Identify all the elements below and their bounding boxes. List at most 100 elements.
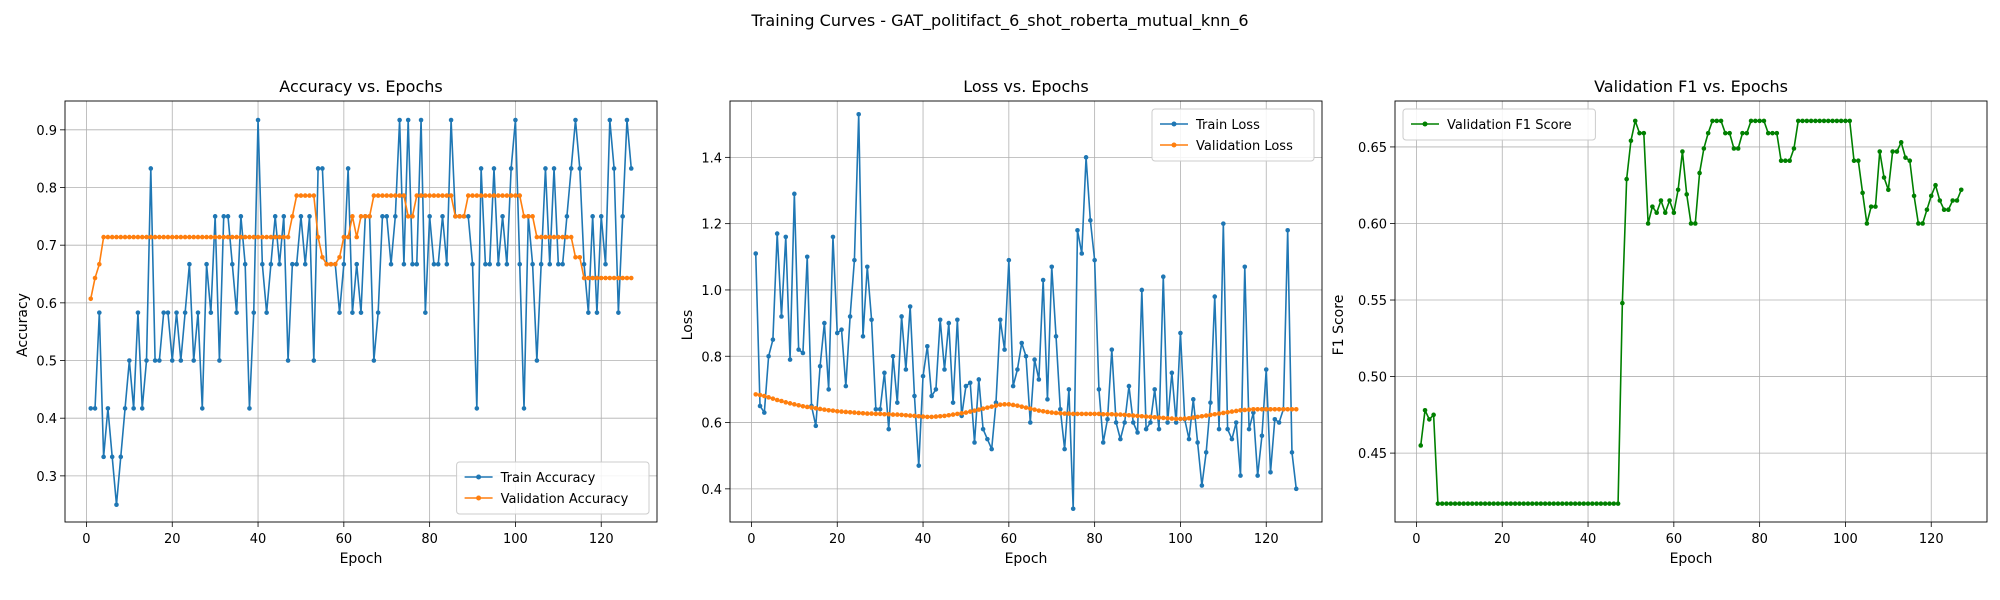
train-accuracy-point bbox=[187, 261, 192, 267]
train-accuracy-point bbox=[242, 261, 248, 267]
train-loss-legend-marker bbox=[1171, 121, 1177, 127]
train-accuracy-point bbox=[354, 261, 360, 267]
accuracy-x-tick-label: 20 bbox=[164, 532, 181, 547]
loss-y-tick-label: 1.2 bbox=[701, 218, 722, 233]
validation-accuracy-point bbox=[127, 234, 132, 240]
validation-accuracy-point bbox=[521, 214, 527, 219]
validation-f1-score-point bbox=[1607, 501, 1612, 506]
train-loss-point bbox=[1246, 426, 1252, 432]
loss-y-tick-label: 0.4 bbox=[701, 483, 722, 498]
accuracy-plot-area: 0 20 40 60 80 100 120 0.3 0.4 0.5 0.6 0.7 0.8 0.9 Trai… bbox=[36, 100, 658, 547]
validation-f1-score-point bbox=[1560, 501, 1565, 506]
validation-loss-point bbox=[864, 411, 870, 416]
validation-loss-point bbox=[1058, 410, 1063, 416]
train-accuracy-point bbox=[341, 261, 347, 267]
validation-loss-point bbox=[967, 409, 973, 414]
validation-f1-score-point bbox=[1602, 501, 1608, 506]
validation-f1-score-point bbox=[1654, 210, 1659, 216]
figure-suptitle: Training Curves - GAT_politifact_6_shot_… bbox=[750, 11, 1248, 31]
train-loss-point bbox=[1049, 264, 1055, 270]
validation-loss-point bbox=[1212, 411, 1218, 417]
validation-accuracy-point bbox=[483, 193, 488, 198]
validation-accuracy-point bbox=[418, 193, 424, 198]
validation-loss-point bbox=[800, 404, 806, 409]
validation-f1-score-point bbox=[1452, 501, 1458, 506]
validation-loss-point bbox=[847, 409, 853, 415]
validation-f1-score-point bbox=[1894, 149, 1900, 154]
validation-f1-score-legend-marker bbox=[1422, 121, 1428, 127]
train-accuracy-point bbox=[543, 166, 548, 171]
train-loss-point bbox=[783, 234, 789, 240]
validation-f1-score-point bbox=[1680, 149, 1685, 154]
validation-accuracy-point bbox=[470, 193, 475, 198]
train-accuracy-point bbox=[568, 166, 574, 171]
train-loss-point bbox=[860, 334, 866, 339]
validation-accuracy-point bbox=[568, 234, 574, 240]
validation-f1-score-point bbox=[1675, 187, 1681, 193]
validation-accuracy-point bbox=[247, 234, 252, 240]
train-accuracy-point bbox=[315, 166, 321, 171]
train-accuracy-point bbox=[491, 166, 497, 171]
train-accuracy-point bbox=[290, 261, 295, 267]
train-loss-point bbox=[1259, 433, 1265, 439]
validation-f1-score-point bbox=[1731, 146, 1737, 151]
validation-loss-point bbox=[1229, 409, 1235, 414]
validation-f1-score-point bbox=[1474, 501, 1479, 506]
validation-accuracy-point bbox=[208, 234, 214, 240]
validation-f1-score-point bbox=[1856, 158, 1861, 164]
train-accuracy-point bbox=[174, 310, 179, 315]
validation-f1-score-point bbox=[1435, 501, 1441, 506]
train-loss-point bbox=[834, 330, 840, 336]
train-accuracy-point bbox=[255, 117, 261, 123]
validation-accuracy-point bbox=[448, 193, 454, 198]
validation-f1-score-point bbox=[1941, 207, 1947, 212]
loss-x-tick-label: 40 bbox=[915, 532, 932, 547]
validation-f1-score-point bbox=[1650, 204, 1655, 209]
validation-loss-point bbox=[877, 411, 883, 417]
validation-accuracy-point bbox=[135, 234, 141, 240]
validation-f1-score-point bbox=[1795, 118, 1801, 124]
validation-accuracy-point bbox=[624, 275, 630, 281]
f1-legend-box bbox=[1402, 108, 1596, 141]
train-accuracy-point bbox=[603, 261, 608, 267]
train-loss-point bbox=[1191, 397, 1196, 402]
validation-loss-point bbox=[766, 395, 771, 400]
validation-accuracy-point bbox=[616, 275, 621, 281]
validation-accuracy-point bbox=[607, 275, 613, 281]
validation-accuracy-point bbox=[277, 234, 282, 240]
validation-accuracy-point bbox=[444, 193, 450, 198]
validation-loss-point bbox=[1285, 406, 1290, 412]
train-loss-point bbox=[890, 353, 896, 359]
train-loss-point bbox=[1027, 420, 1033, 425]
train-loss-point bbox=[757, 403, 763, 409]
validation-f1-score-point bbox=[1662, 210, 1668, 216]
validation-loss-point bbox=[826, 407, 831, 413]
train-loss-point bbox=[792, 191, 797, 197]
validation-accuracy-point bbox=[242, 234, 248, 240]
validation-loss-point bbox=[1156, 415, 1162, 420]
validation-loss-point bbox=[1208, 412, 1213, 418]
validation-accuracy-point bbox=[534, 234, 540, 240]
loss-legend-box bbox=[1151, 108, 1315, 162]
f1-x-tick-label: 20 bbox=[1494, 532, 1511, 547]
validation-accuracy-point bbox=[427, 193, 432, 198]
loss-title: Loss vs. Epochs bbox=[963, 77, 1088, 96]
train-loss-point bbox=[1289, 450, 1295, 455]
train-loss-point bbox=[920, 373, 926, 379]
validation-f1-score-point bbox=[1551, 501, 1557, 506]
validation-f1-score-point bbox=[1877, 149, 1883, 154]
train-loss-point bbox=[1036, 377, 1042, 382]
validation-loss-point bbox=[903, 412, 909, 418]
train-loss-point bbox=[1053, 334, 1059, 339]
validation-f1-score-point bbox=[1534, 501, 1539, 506]
train-accuracy-point bbox=[294, 261, 299, 267]
train-accuracy-point bbox=[401, 261, 407, 267]
train-accuracy-point bbox=[620, 214, 625, 219]
validation-f1-score-point bbox=[1761, 118, 1767, 124]
validation-f1-score-point bbox=[1838, 118, 1844, 124]
validation-accuracy-point bbox=[474, 193, 480, 198]
loss-y-tick-label: 0.6 bbox=[701, 417, 722, 432]
validation-f1-score-point bbox=[1830, 118, 1835, 124]
train-loss-point bbox=[774, 231, 780, 236]
